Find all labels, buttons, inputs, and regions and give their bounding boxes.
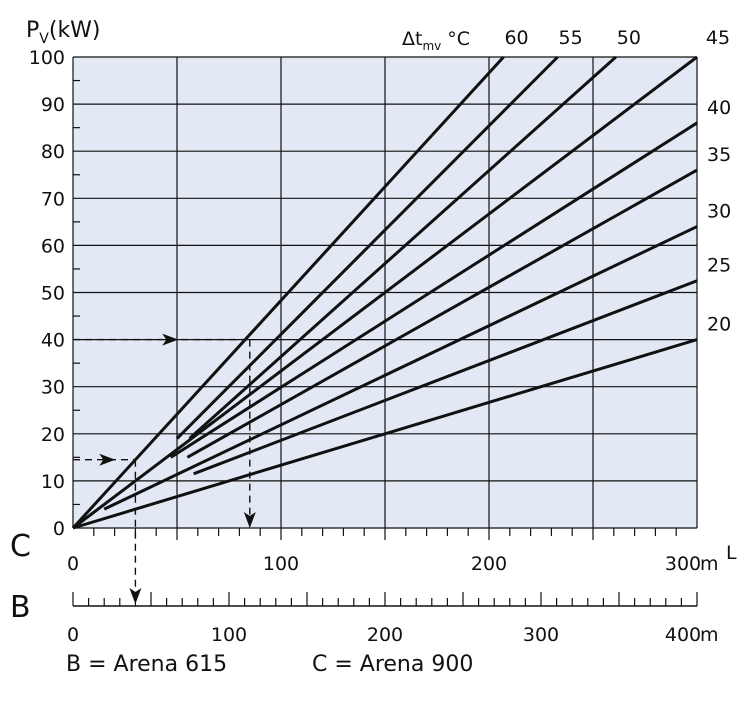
series-title-unit: °C (441, 28, 470, 50)
caption-c: C = Arena 900 (312, 652, 474, 677)
y-tick-label: 0 (53, 518, 65, 540)
series-title-main: Δt (402, 28, 422, 50)
series-title: Δtmv °C (402, 28, 470, 53)
y-axis-title-sub: V (39, 31, 49, 47)
y-tick-label: 40 (41, 330, 65, 352)
scale-b-letter: B (10, 590, 31, 625)
example-1-arrow-right (162, 333, 179, 346)
y-tick-label: 100 (29, 47, 65, 69)
series-label-60: 60 (504, 27, 528, 49)
y-axis-title: PV(kW) (26, 18, 101, 47)
scale-b-unit-label: m (700, 624, 719, 646)
x-tick-label: 0 (67, 553, 79, 575)
series-line-40 (169, 121, 698, 459)
series-line-30 (103, 225, 698, 511)
series-line-55 (175, 55, 559, 440)
caption-b: B = Arena 615 (66, 652, 228, 677)
series-label-20: 20 (707, 314, 731, 336)
series-lines: 60 55 50 45 40 35 30 25 20 (71, 27, 731, 530)
x-tick-label: 300 (665, 553, 701, 575)
y-axis-title-unit: (kW) (49, 18, 101, 43)
scale-b-tick-label: 200 (367, 624, 403, 646)
scale-b-tick-label: 0 (67, 624, 79, 646)
scale-c-letter: C (10, 529, 31, 564)
series-line-45 (72, 55, 698, 530)
series-label-35: 35 (707, 144, 731, 166)
series-label-45: 45 (706, 27, 730, 49)
y-tick-label: 50 (41, 283, 65, 305)
series-line-25 (193, 279, 698, 476)
tick-marks (73, 79, 677, 540)
series-title-sub: mv (422, 39, 441, 53)
scale-b-tick-label: 300 (523, 624, 559, 646)
series-label-25: 25 (707, 255, 731, 277)
series-line-60 (71, 55, 505, 530)
example-1-arrow-down (243, 512, 256, 528)
x-axis-letter: L (726, 542, 737, 564)
series-line-20 (72, 338, 698, 530)
scale-b-tick-label: 400 (665, 624, 701, 646)
y-tick-label: 70 (41, 188, 65, 210)
series-label-40: 40 (707, 97, 731, 119)
x-unit-label: m (700, 553, 719, 575)
series-label-30: 30 (707, 201, 731, 223)
y-tick-label: 80 (41, 141, 65, 163)
example-2-arrow-right (99, 453, 116, 466)
example-2-arrow-down (129, 588, 142, 604)
example-readings (73, 333, 256, 604)
x-tick-label: 200 (471, 553, 507, 575)
series-label-50: 50 (617, 27, 641, 49)
y-axis-title-main: P (26, 18, 39, 43)
x-tick-label: 100 (263, 553, 299, 575)
y-tick-label: 90 (41, 94, 65, 116)
y-tick-label: 30 (41, 377, 65, 399)
series-label-55: 55 (559, 27, 583, 49)
series-line-35 (186, 168, 698, 459)
y-tick-label: 60 (41, 235, 65, 257)
scale-b-tick-label: 100 (211, 624, 247, 646)
y-tick-label: 20 (41, 424, 65, 446)
y-tick-label: 10 (41, 471, 65, 493)
series-line-50 (188, 55, 617, 440)
